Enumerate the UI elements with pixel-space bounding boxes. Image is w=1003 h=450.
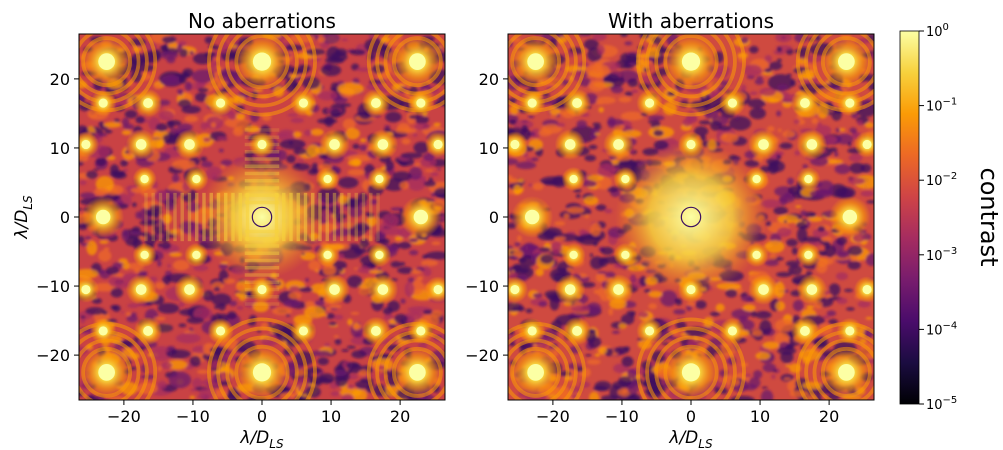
colorbar-tick-label: 10−2 (926, 171, 957, 189)
colorbar-ticks: 100 10−1 10−2 10−3 10−4 10−5 (919, 22, 957, 413)
y-ticks: −20 −10 0 10 20 (465, 70, 508, 365)
colorbar-label: contrast (975, 168, 1003, 267)
contrast-heatmap-with-aberrations (508, 34, 874, 400)
x-axis-label: λ/DLS (668, 428, 713, 450)
y-tick-label: −10 (36, 277, 70, 296)
y-tick-label: 0 (60, 208, 70, 227)
colorbar-tick-label: 10−3 (926, 246, 957, 264)
colorbar: 100 10−1 10−2 10−3 10−4 10−5 contrast (899, 22, 1003, 413)
x-tick-label: 0 (257, 407, 267, 426)
y-ticks: −20 −10 0 10 20 (36, 70, 79, 365)
y-tick-label: −20 (465, 346, 499, 365)
colorbar-gradient (899, 30, 920, 405)
y-tick-label: 0 (489, 208, 499, 227)
x-tick-label: 0 (686, 407, 696, 426)
y-tick-label: 10 (479, 139, 499, 158)
colorbar-tick-label: 10−1 (926, 97, 957, 115)
y-axis-label: λ/DLS (12, 195, 35, 240)
colorbar-tick-label: 100 (926, 22, 949, 40)
x-tick-label: 20 (819, 407, 839, 426)
panel-no-aberrations: No aberrations −20 −10 0 10 20 −20 −10 0 10 20 λ… (12, 9, 446, 450)
panel-title: No aberrations (188, 9, 336, 33)
x-tick-label: −10 (176, 407, 210, 426)
colorbar-tick-label: 10−5 (926, 395, 957, 413)
y-tick-label: −10 (465, 277, 499, 296)
x-tick-label: −20 (107, 407, 141, 426)
y-tick-label: 10 (50, 139, 70, 158)
contrast-heatmap-no-aberrations (79, 34, 445, 400)
panel-title: With aberrations (608, 9, 774, 33)
y-tick-label: 20 (479, 70, 499, 89)
x-tick-label: −10 (605, 407, 639, 426)
x-tick-label: 10 (321, 407, 341, 426)
x-ticks: −20 −10 0 10 20 (107, 400, 410, 426)
y-tick-label: −20 (36, 346, 70, 365)
x-tick-label: −20 (536, 407, 570, 426)
x-tick-label: 10 (750, 407, 770, 426)
x-tick-label: 20 (390, 407, 410, 426)
x-axis-label: λ/DLS (239, 428, 284, 450)
colorbar-tick-label: 10−4 (926, 320, 957, 338)
y-tick-label: 20 (50, 70, 70, 89)
x-ticks: −20 −10 0 10 20 (536, 400, 839, 426)
panel-with-aberrations: With aberrations −20 −10 0 10 20 −20 −10 0 10 20… (465, 9, 875, 450)
